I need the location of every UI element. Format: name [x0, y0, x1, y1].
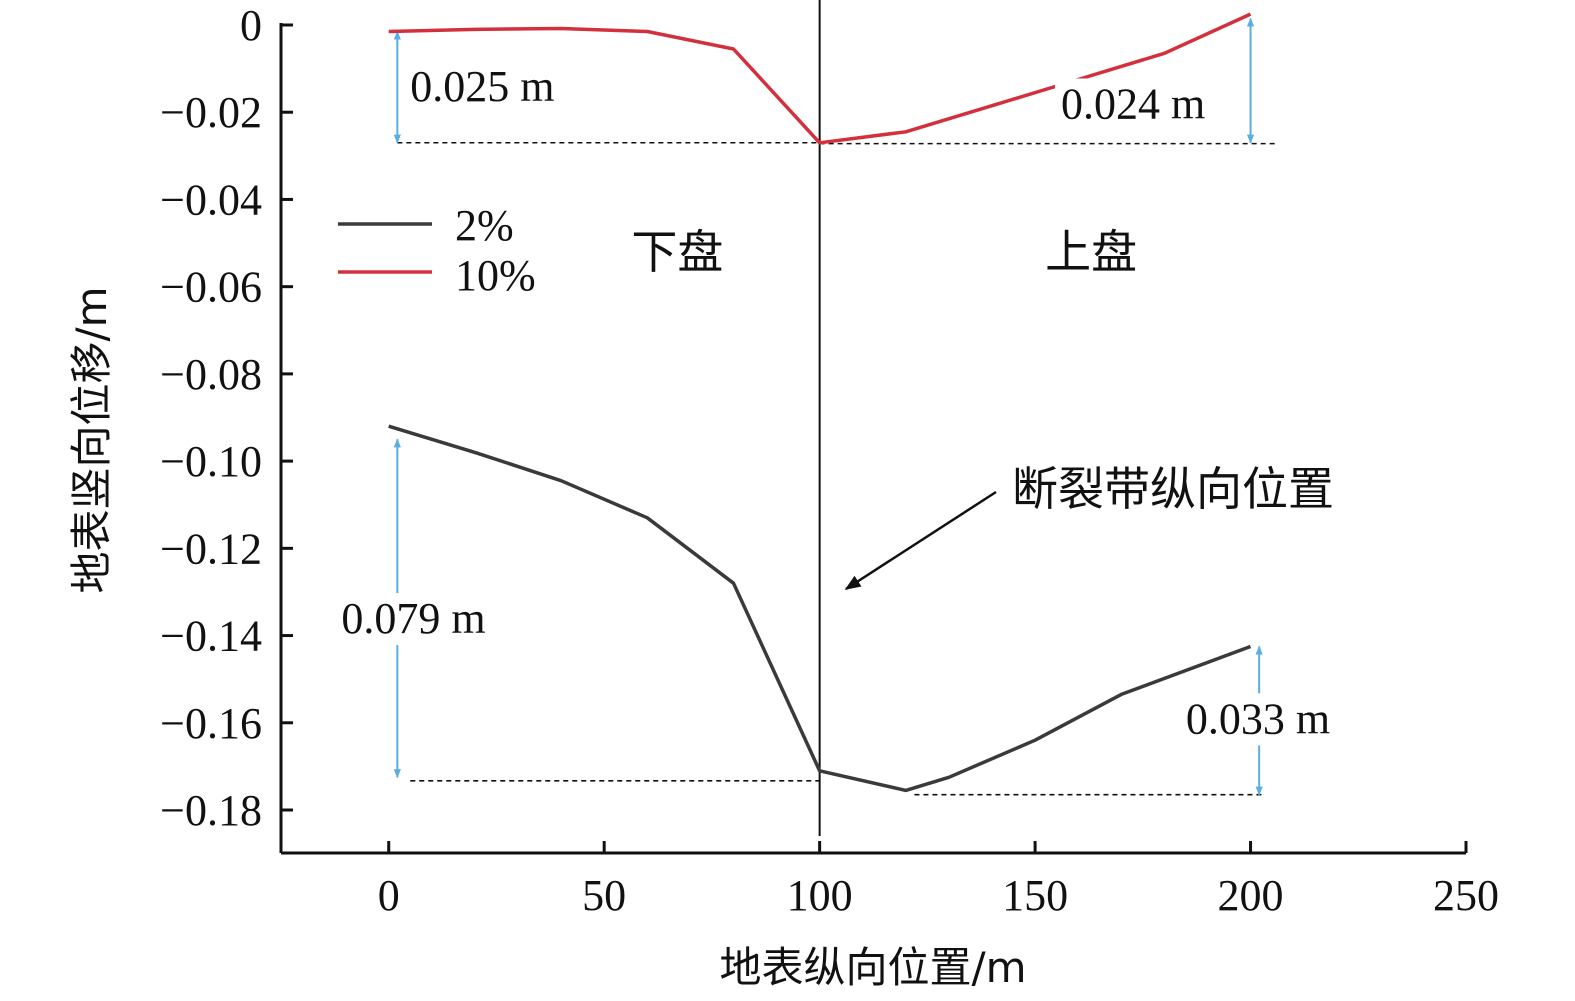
- annotation-label-bg: [1179, 693, 1362, 746]
- region-label-hangingwall: 上盘: [1045, 225, 1137, 279]
- series-line-2pct: [388, 424, 1252, 793]
- axes: 0 50 100 150 200 250 0 −0.02 −0.04 −0.06 −0.08 −0.…: [160, 1, 1499, 920]
- fault-pointer-arrow: [844, 490, 997, 591]
- x-tick-label: 0: [378, 871, 400, 920]
- x-axis-title: 地表纵向位置/m: [719, 943, 1026, 992]
- x-tick-label: 50: [582, 871, 626, 920]
- y-tick-label: 0: [240, 1, 262, 50]
- y-tick-label: −0.06: [160, 263, 262, 312]
- annotation-label: 0.033 m: [1186, 694, 1330, 743]
- annotation-arrows: [393, 17, 1263, 796]
- region-label-footwall: 下盘: [631, 225, 723, 279]
- y-tick-label: −0.12: [160, 524, 262, 573]
- series-line-10pct: [388, 12, 1252, 145]
- y-tick-label: −0.08: [160, 350, 262, 399]
- labels: 下盘 上盘 0.025 m 0.024 m 0.079 m 0.033 m 断裂带纵向…: [335, 61, 1362, 746]
- y-tick-label: −0.10: [160, 437, 262, 486]
- annotation-labels: 0.025 m 0.024 m 0.079 m 0.033 m: [335, 61, 1362, 746]
- x-tick-label: 250: [1433, 871, 1499, 920]
- annotation-label: 0.025 m: [410, 62, 554, 111]
- reference-lines: [397, 141, 1277, 796]
- y-tick-label: −0.14: [160, 612, 262, 661]
- x-tick-label: 150: [1002, 871, 1068, 920]
- x-tick-label: 100: [787, 871, 853, 920]
- annotation-label: 0.079 m: [341, 594, 485, 643]
- x-tick-label: 200: [1218, 871, 1284, 920]
- y-axis-title: 地表竖向位移/m: [67, 286, 116, 593]
- annotation-label-bg: [1054, 78, 1237, 131]
- annotation-label: 0.024 m: [1061, 80, 1205, 129]
- legend-label-10pct: 10%: [455, 251, 536, 300]
- annotation-label-bg: [335, 593, 518, 646]
- y-tick-label: −0.02: [160, 88, 262, 137]
- annotation-label-bg: [404, 61, 587, 114]
- y-tick-label: −0.18: [160, 786, 262, 835]
- legend: 2% 10%: [338, 201, 536, 300]
- y-tick-label: −0.04: [160, 175, 262, 224]
- series-lines: [388, 12, 1252, 793]
- fault-line-label: 断裂带纵向位置: [1012, 462, 1334, 516]
- x-ticks: 0 50 100 150 200 250: [378, 841, 1499, 920]
- y-tick-label: −0.16: [160, 699, 262, 748]
- y-ticks: 0 −0.02 −0.04 −0.06 −0.08 −0.10 −0.12 −0.14 −0.1…: [160, 1, 293, 835]
- legend-label-2pct: 2%: [455, 201, 514, 250]
